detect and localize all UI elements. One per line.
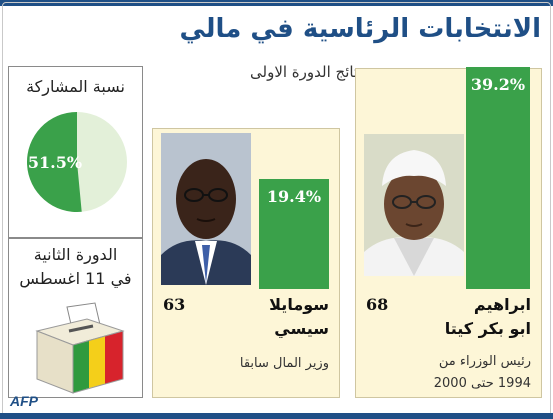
candidate-name-cisse: سومايلا سيسي (219, 293, 329, 341)
candidate-name-keita: ابراهيم ابو بكر كيتا (381, 293, 531, 341)
turnout-panel: نسبة المشاركة 51.5% (8, 66, 143, 238)
candidate-age-cisse: 63 (163, 295, 186, 314)
chart-subtitle: نتائج الدورة الاولى (250, 63, 363, 81)
ballot-box-icon (35, 302, 125, 394)
candidate-name-cisse-line1: سومايلا (269, 295, 329, 314)
candidate-photo-cisse (161, 133, 251, 285)
candidate-role-keita: رئيس الوزراء من 1994 حتى 2000 (361, 351, 531, 395)
candidate-name-keita-line1: ابراهيم (473, 295, 531, 314)
candidate-photo-keita (364, 134, 464, 276)
top-bar (0, 0, 553, 6)
candidate-role-keita-line2: 1994 حتى 2000 (433, 376, 531, 391)
candidate-age-keita: 68 (366, 295, 389, 314)
candidate-name-cisse-line2: سيسي (274, 319, 329, 338)
bottom-bar (0, 413, 553, 419)
candidate-card-keita: 39.2% ابراهيم ابو بكر كيتا 68 رئيس الوزر… (355, 67, 542, 398)
candidate-role-cisse: وزير المال سابقا (159, 353, 329, 375)
bar-keita: 39.2% (466, 67, 530, 289)
pie-slice-turnout (27, 112, 82, 212)
second-round-line1: الدورة الثانية (33, 245, 118, 264)
second-round-panel: الدورة الثانية في 11 اغسطس (8, 238, 143, 398)
candidate-card-cisse: 19.4% سومايلا سيسي 63 وزير المال سابقا (152, 128, 340, 398)
second-round-line2: في 11 اغسطس (19, 269, 132, 288)
afp-logo: AFP (10, 393, 38, 409)
pie-value-label: 51.5% (28, 153, 82, 172)
candidate-role-cisse-line1: وزير المال سابقا (239, 356, 329, 371)
candidate-role-keita-line1: رئيس الوزراء من (438, 354, 531, 369)
turnout-pie-chart: 51.5% (27, 112, 127, 212)
candidate-name-keita-line2: ابو بكر كيتا (444, 319, 531, 338)
bar-label-keita: 39.2% (470, 75, 526, 94)
turnout-label: نسبة المشاركة (26, 77, 125, 96)
bar-cisse: 19.4% (259, 179, 329, 289)
bar-label-cisse: 19.4% (266, 187, 322, 207)
page-title: الانتخابات الرئاسية في مالي (179, 14, 541, 44)
